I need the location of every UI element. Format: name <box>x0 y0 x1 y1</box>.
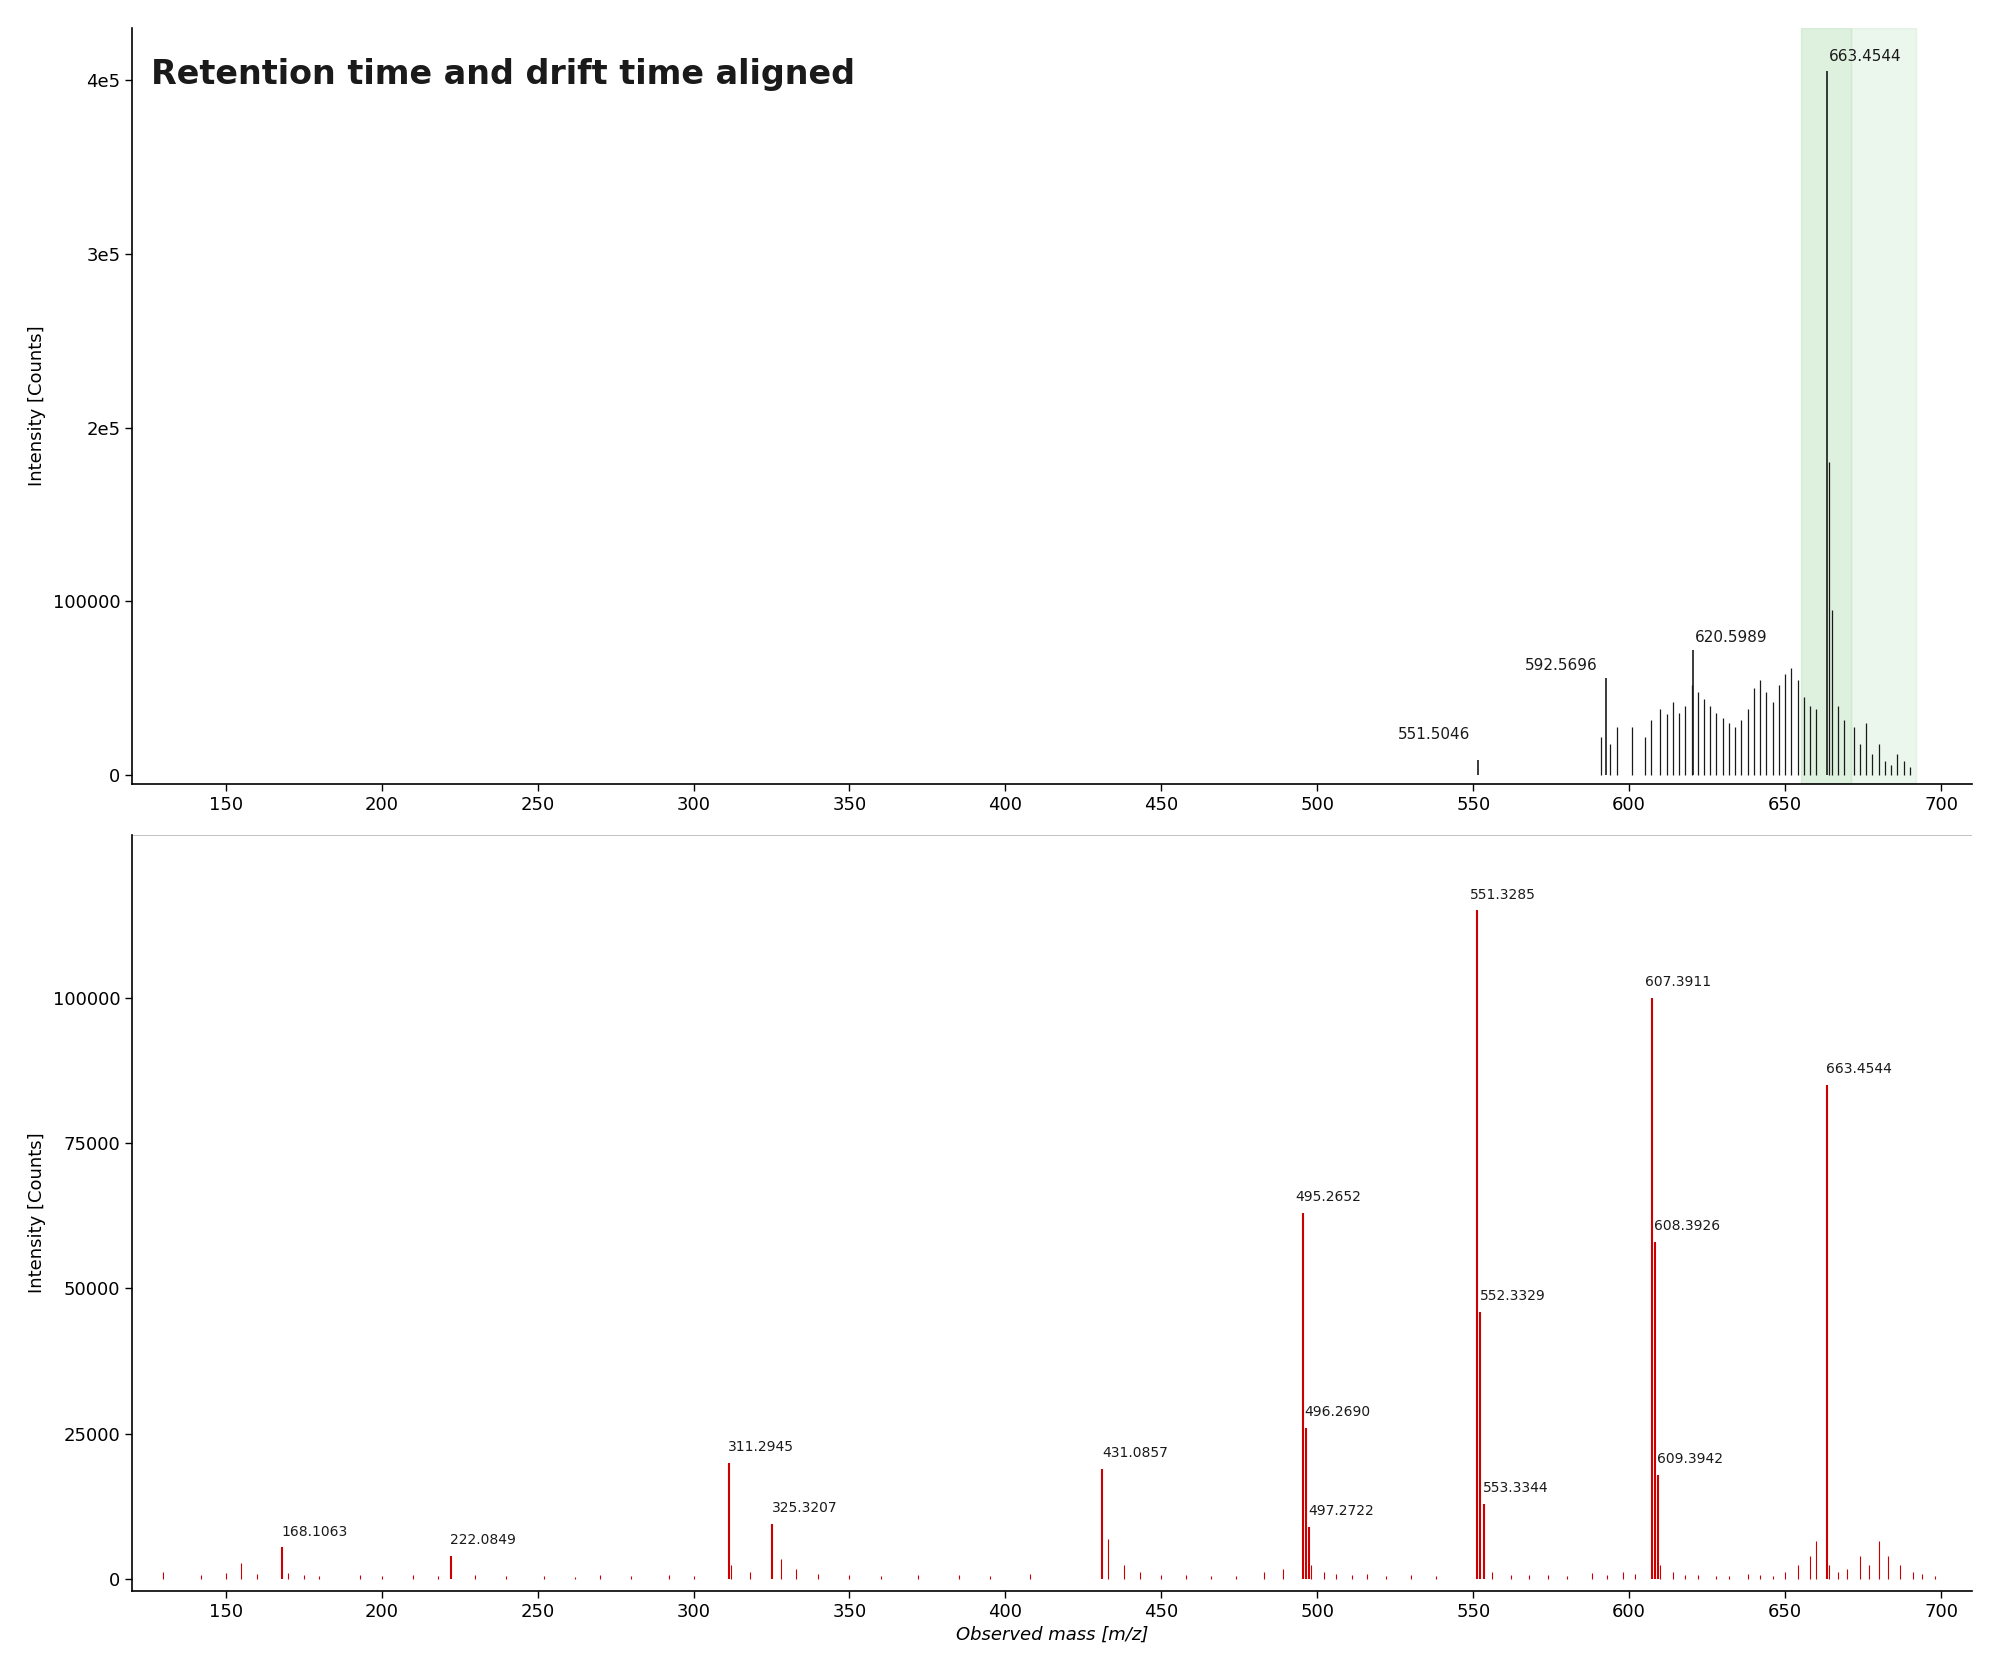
Text: 609.3942: 609.3942 <box>1658 1451 1724 1466</box>
Text: 497.2722: 497.2722 <box>1308 1505 1374 1518</box>
Text: Retention time and drift time aligned: Retention time and drift time aligned <box>150 59 854 90</box>
Y-axis label: Intensity [Counts]: Intensity [Counts] <box>28 326 46 487</box>
Text: 551.5046: 551.5046 <box>1398 727 1470 742</box>
Text: 168.1063: 168.1063 <box>282 1525 348 1538</box>
Text: 552.3329: 552.3329 <box>1480 1289 1546 1302</box>
Text: 663.4544: 663.4544 <box>1826 1062 1892 1077</box>
Text: 311.2945: 311.2945 <box>728 1440 794 1455</box>
Text: 495.2652: 495.2652 <box>1296 1190 1362 1204</box>
Y-axis label: Intensity [Counts]: Intensity [Counts] <box>28 1132 46 1292</box>
Text: 553.3344: 553.3344 <box>1482 1481 1548 1495</box>
Text: 620.5989: 620.5989 <box>1694 630 1768 645</box>
Text: 431.0857: 431.0857 <box>1102 1446 1168 1460</box>
Text: 325.3207: 325.3207 <box>772 1501 838 1515</box>
X-axis label: Observed mass [m/z]: Observed mass [m/z] <box>956 1627 1148 1644</box>
Text: 592.5696: 592.5696 <box>1526 657 1598 672</box>
Text: 551.3285: 551.3285 <box>1470 888 1536 901</box>
Text: 607.3911: 607.3911 <box>1644 975 1710 988</box>
Bar <box>1850 28 1916 784</box>
Text: 222.0849: 222.0849 <box>450 1533 516 1547</box>
Text: 608.3926: 608.3926 <box>1654 1219 1720 1234</box>
Bar <box>1800 28 1850 784</box>
Text: 663.4544: 663.4544 <box>1828 48 1902 64</box>
Text: 496.2690: 496.2690 <box>1304 1404 1370 1420</box>
